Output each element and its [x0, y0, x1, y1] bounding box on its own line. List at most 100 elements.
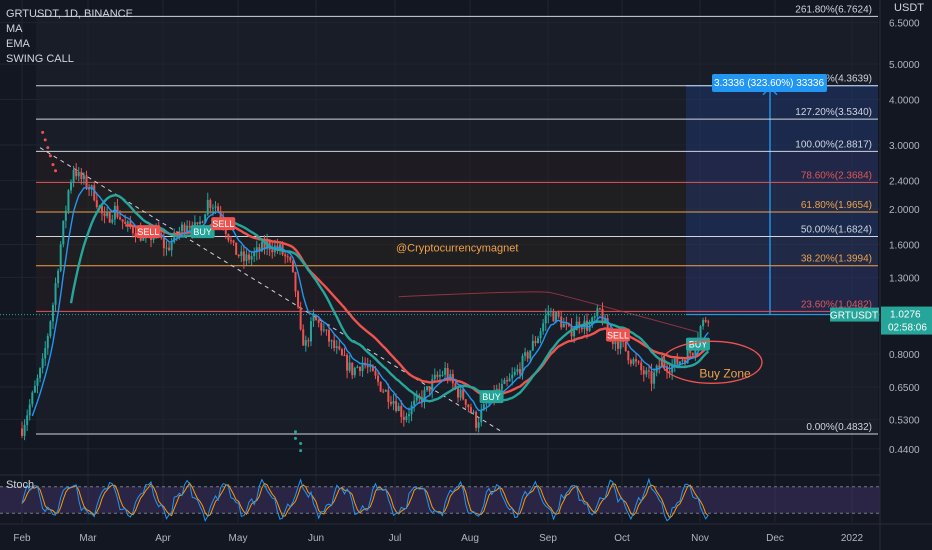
candle-body — [93, 185, 96, 201]
y-tick-label: 4.0000 — [889, 95, 920, 106]
y-tick-label: 0.5300 — [889, 415, 920, 426]
candle-body — [322, 329, 325, 331]
legend-ma[interactable]: MA — [6, 23, 23, 35]
candle-body — [436, 374, 439, 377]
candle-body — [668, 371, 671, 373]
candle-body — [446, 367, 449, 380]
legend-swing-call[interactable]: SWING CALL — [6, 53, 74, 65]
candle-body — [593, 316, 596, 318]
stoch-pane: Stoch100.00 — [0, 474, 932, 522]
candle-body — [126, 221, 129, 224]
candle-body — [485, 403, 488, 405]
candle-body — [676, 358, 679, 365]
fib-label: 23.60%(1.0482) — [801, 299, 872, 310]
candle-body — [219, 212, 222, 220]
candle-body — [500, 383, 503, 390]
candle-body — [516, 369, 519, 372]
candle-body — [642, 370, 645, 375]
swing-dot — [43, 138, 47, 142]
candle-body — [650, 371, 653, 384]
candle-body — [681, 360, 684, 362]
candle-body — [444, 367, 447, 375]
candle-body — [286, 256, 289, 258]
fib-label: 161.80%(4.3639) — [795, 74, 872, 85]
candle-body — [699, 326, 702, 340]
candle-body — [204, 214, 207, 223]
candle-body — [201, 221, 204, 223]
price-scale-bg — [880, 0, 932, 550]
signal-label: BUY — [193, 227, 212, 237]
swing-dot — [51, 163, 55, 167]
candle-body — [624, 341, 627, 351]
candle-body — [691, 353, 694, 356]
candle-body — [340, 349, 343, 356]
candle-body — [186, 225, 189, 232]
candle-body — [454, 383, 457, 389]
x-tick-label: Nov — [691, 533, 709, 544]
candle-body — [684, 360, 687, 364]
projection-label: 3.3336 (323.60%) 33336 — [714, 78, 825, 89]
candle-body — [366, 365, 369, 368]
candle-body — [464, 399, 467, 405]
y-tick-label: 1.3000 — [889, 273, 920, 284]
legend-symbol[interactable]: GRTUSDT, 1D, BINANCE — [6, 8, 133, 20]
candle-body — [513, 371, 516, 375]
fib-label: 50.00%(1.6824) — [801, 225, 872, 236]
buy-zone-ellipse — [661, 340, 763, 384]
candle-body — [472, 411, 475, 413]
candle-body — [119, 217, 122, 220]
candle-body — [371, 365, 374, 372]
candle-body — [503, 380, 506, 384]
candle-body — [28, 404, 31, 416]
candle-body — [467, 404, 470, 408]
candle-body — [284, 254, 287, 257]
y-tick-label: 0.6500 — [889, 383, 920, 394]
candle-body — [289, 257, 292, 261]
candle-body — [400, 406, 403, 417]
y-tick-label: 3.0000 — [889, 141, 920, 152]
candle-body — [475, 411, 478, 428]
candle-body — [423, 390, 426, 403]
signal-label: SELL — [212, 219, 234, 229]
candle-body — [183, 224, 186, 232]
ma-line — [69, 193, 710, 403]
fib-band — [36, 151, 878, 183]
signal-marker — [685, 337, 710, 351]
candle-body — [449, 374, 452, 380]
candle-body — [304, 340, 307, 346]
candle-body — [374, 371, 377, 376]
candle-body — [707, 321, 710, 323]
currency-label[interactable]: USDT — [894, 2, 924, 14]
candle-body — [647, 370, 650, 372]
candle-body — [694, 349, 697, 356]
candle-body — [397, 406, 400, 411]
candle-body — [36, 378, 39, 386]
signal-marker — [211, 217, 236, 231]
candle-body — [392, 401, 395, 404]
legend-ema[interactable]: EMA — [6, 38, 30, 50]
candle-body — [325, 329, 328, 331]
candle-body — [353, 367, 356, 376]
candle-body — [343, 355, 346, 357]
y-tick-label: 0.8000 — [889, 350, 920, 361]
candle-body — [338, 346, 341, 350]
candle-body — [438, 374, 441, 377]
candle-body — [46, 335, 49, 349]
candle-body — [75, 170, 78, 177]
last-price-bg — [881, 306, 932, 335]
candle-body — [534, 340, 537, 343]
candle-body — [240, 251, 243, 257]
candle-body — [604, 318, 607, 323]
candle-body — [658, 365, 661, 368]
y-tick-label: 2.0000 — [889, 205, 920, 216]
candle-body — [671, 365, 674, 373]
candle-body — [33, 385, 36, 393]
candle-body — [211, 207, 214, 209]
candle-body — [85, 175, 88, 188]
stoch-name: Stoch — [6, 479, 34, 491]
candle-body — [459, 389, 462, 398]
candle-body — [663, 359, 666, 367]
candle-body — [640, 362, 643, 371]
legend: GRTUSDT, 1D, BINANCE MA EMA SWING CALL — [6, 7, 133, 67]
